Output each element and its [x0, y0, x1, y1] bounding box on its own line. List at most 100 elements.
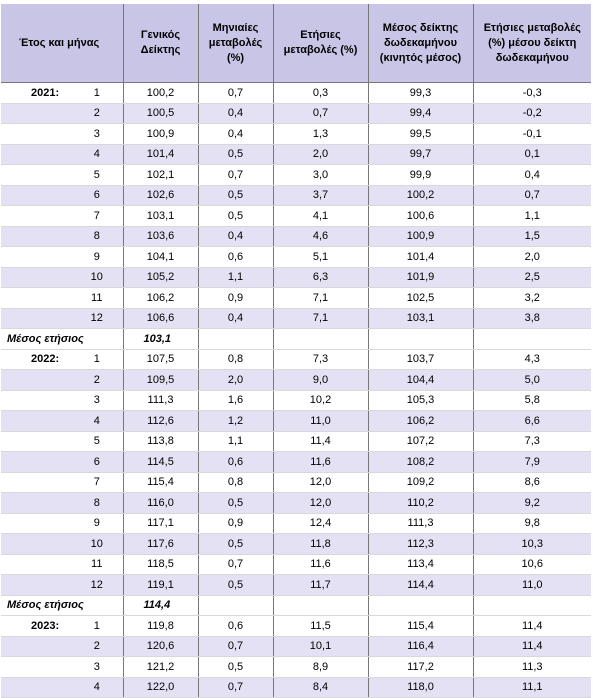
cell-value: 115,4: [368, 615, 474, 637]
month: 2: [71, 636, 124, 657]
year-cell: [1, 472, 71, 493]
column-header: Μηνιαίες μεταβολές (%): [198, 4, 274, 83]
cell-value: 101,4: [123, 144, 199, 165]
data-row: 2023: 1 119,8 0,6 11,5 115,4 11,4: [1, 615, 591, 637]
year-cell: [1, 185, 71, 206]
month: 9: [71, 513, 124, 534]
cell-value: 7,3: [473, 431, 591, 452]
cell-value: 2,0: [198, 369, 274, 391]
cell-value: 12,0: [273, 492, 369, 514]
table-body: 2021: 1 100,2 0,7 0,3 99,3 -0,3 2 100,5 0,4 0,7 99,…: [1, 82, 591, 698]
cell-value: 0,5: [198, 574, 274, 596]
data-row: 3 121,2 0,5 8,9 117,2 11,3: [1, 656, 591, 678]
cell-value: 11,4: [273, 431, 369, 452]
cell-value: 0,6: [198, 451, 274, 473]
cell-value: 112,3: [368, 533, 474, 555]
cell-value: 0,7: [198, 164, 274, 186]
cell-value: 100,5: [123, 103, 199, 124]
data-row: 12 106,6 0,4 7,1 103,1 3,8: [1, 308, 591, 329]
cell-value: 7,1: [273, 287, 369, 309]
cell-value: 0,7: [198, 554, 274, 575]
year-cell: [1, 205, 71, 227]
month: 8: [71, 226, 124, 247]
cell-value: 3,0: [273, 164, 369, 186]
column-header: Γενικός Δείκτης: [123, 4, 199, 83]
year-cell: [1, 636, 71, 657]
month: 4: [71, 410, 124, 432]
column-header: Ετήσιες μεταβολές (%): [273, 4, 369, 83]
cell-value: 3,2: [473, 287, 591, 309]
empty-cell: [198, 328, 274, 350]
month: 2: [71, 103, 124, 124]
cell-value: -0,2: [473, 103, 591, 124]
cell-value: 11,4: [473, 636, 591, 657]
cell-value: 99,5: [368, 123, 474, 145]
month: 11: [71, 287, 124, 309]
year-label: 2022:: [1, 349, 71, 370]
year-cell: [1, 287, 71, 309]
cell-value: 102,6: [123, 185, 199, 206]
data-row: 2 109,5 2,0 9,0 104,4 5,0: [1, 369, 591, 391]
month: 3: [71, 656, 124, 678]
cell-value: 99,4: [368, 103, 474, 124]
mean-label: Μέσος ετήσιος: [1, 595, 124, 616]
cell-value: 0,4: [198, 226, 274, 247]
cell-value: 0,7: [198, 677, 274, 698]
month: 3: [71, 123, 124, 145]
cell-value: 111,3: [368, 513, 474, 534]
month: 7: [71, 205, 124, 227]
year-cell: [1, 554, 71, 575]
cell-value: 3,7: [273, 185, 369, 206]
cell-value: 0,6: [198, 246, 274, 268]
cell-value: 0,7: [473, 185, 591, 206]
year-cell: [1, 410, 71, 432]
cell-value: 120,6: [123, 636, 199, 657]
data-row: 2 120,6 0,7 10,1 116,4 11,4: [1, 636, 591, 657]
cell-value: 11,5: [273, 615, 369, 637]
empty-cell: [473, 595, 591, 616]
data-row: 7 115,4 0,8 12,0 109,2 8,6: [1, 472, 591, 493]
cell-value: 0,6: [198, 615, 274, 637]
cell-value: 100,6: [368, 205, 474, 227]
cell-value: 100,2: [123, 82, 199, 104]
data-row: 5 113,8 1,1 11,4 107,2 7,3: [1, 431, 591, 452]
cell-value: 110,2: [368, 492, 474, 514]
year-cell: [1, 492, 71, 514]
cell-value: 0,8: [198, 472, 274, 493]
cell-value: 116,0: [123, 492, 199, 514]
cell-value: 4,3: [473, 349, 591, 370]
cell-value: 111,3: [123, 390, 199, 411]
cell-value: 112,6: [123, 410, 199, 432]
data-row: 10 117,6 0,5 11,8 112,3 10,3: [1, 533, 591, 555]
cell-value: 10,2: [273, 390, 369, 411]
data-row: 7 103,1 0,5 4,1 100,6 1,1: [1, 205, 591, 227]
cell-value: 7,1: [273, 308, 369, 329]
year-cell: [1, 308, 71, 329]
cell-value: 114,5: [123, 451, 199, 473]
cell-value: 100,9: [123, 123, 199, 145]
cell-value: 0,5: [198, 656, 274, 678]
year-cell: [1, 390, 71, 411]
cell-value: 4,1: [273, 205, 369, 227]
cell-value: 1,3: [273, 123, 369, 145]
month: 1: [71, 349, 124, 370]
year-cell: [1, 144, 71, 165]
month: 8: [71, 492, 124, 514]
cell-value: 0,4: [473, 164, 591, 186]
year-label: 2021:: [1, 82, 71, 104]
data-row: 8 116,0 0,5 12,0 110,2 9,2: [1, 492, 591, 514]
data-row: 3 111,3 1,6 10,2 105,3 5,8: [1, 390, 591, 411]
month: 2: [71, 369, 124, 391]
cell-value: 11,0: [473, 574, 591, 596]
cell-value: 114,4: [368, 574, 474, 596]
mean-value: 103,1: [123, 328, 199, 350]
year-cell: [1, 451, 71, 473]
cell-value: 1,1: [198, 267, 274, 288]
cell-value: 105,2: [123, 267, 199, 288]
cell-value: 108,2: [368, 451, 474, 473]
month: 4: [71, 144, 124, 165]
cell-value: 119,1: [123, 574, 199, 596]
cell-value: 99,9: [368, 164, 474, 186]
cell-value: 118,5: [123, 554, 199, 575]
cell-value: 9,8: [473, 513, 591, 534]
